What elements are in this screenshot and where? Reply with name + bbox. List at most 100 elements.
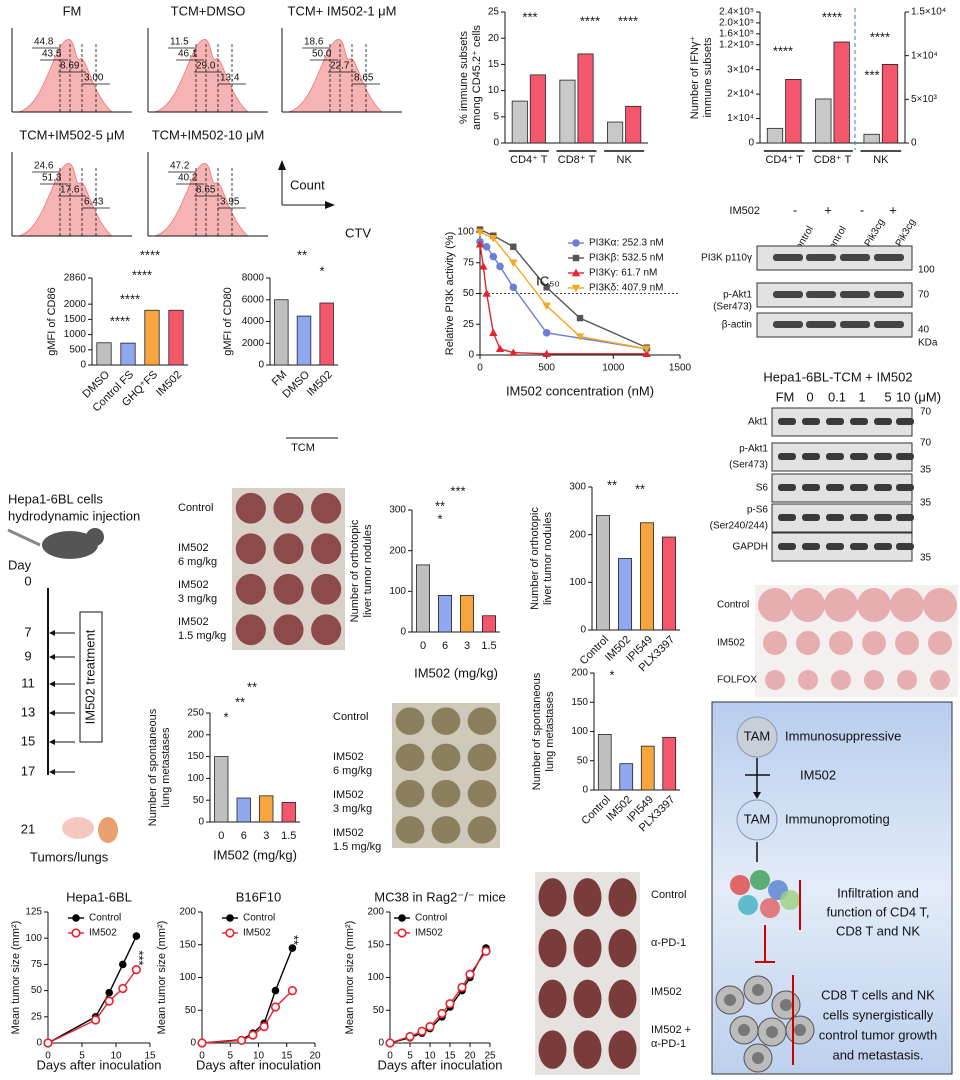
timeline-title: Hepa1-6BL cells [8,491,103,506]
significance: **** [580,13,600,28]
specimen [431,743,461,772]
specimen [573,928,602,968]
point [510,243,517,250]
x-tick-label: 0 [45,1051,51,1062]
band [826,514,844,521]
legend-label: Control [89,913,121,924]
y-tick-label: 25 [31,1011,43,1022]
point [105,988,113,997]
gate-value: 47.2 [170,161,190,172]
band [850,543,868,550]
y-axis-label: gMFI of CD86 [46,287,58,355]
significance: ** [297,247,307,262]
specimen [890,588,924,622]
nucleus [752,1052,764,1064]
y-tick-label: 1000 [64,329,87,340]
legend-marker [398,914,406,922]
x-tick-label: 0 [387,1051,393,1062]
x-tick-label: 0 [199,1051,205,1062]
x-tick-label: CD4⁺ T [510,154,548,166]
photo-label: IM502 [178,579,209,591]
point [405,1031,415,1042]
y-tick-label: 2860 [64,273,87,284]
blot-header: - [860,202,864,217]
point [236,1035,247,1045]
x-tick-label: 0 [420,640,426,652]
y-tick-label: 150 [571,697,588,708]
band [778,543,796,550]
bar [459,595,474,633]
x-axis-label: Days after inoculation [36,1057,161,1072]
drug-label: IM502 [800,767,836,782]
x-tick-label: NK [873,154,889,166]
y-tick-label: 300 [389,505,406,516]
arrowhead [49,739,55,745]
point [489,252,498,261]
point [271,986,280,995]
bar [559,79,576,144]
specimen [431,816,461,844]
mouse-icon [42,531,98,559]
axis-label: CTV [345,225,371,240]
immune-cell [738,895,758,915]
bar [815,98,832,144]
point [287,985,298,996]
y-axis-label: liver tumor nodules [542,512,554,605]
bar [511,100,528,144]
bar [415,564,430,633]
blot-row-label: β-actin [722,320,752,331]
y-axis-label: Relative PI3K activity (%) [444,232,456,355]
arrowhead [49,769,55,775]
specimen [758,588,792,622]
gate-value: 13.4 [220,73,240,84]
specimen [467,779,497,808]
photo-label: Control [651,889,686,901]
y2-tick-label: 1×10⁴ [911,50,938,61]
y-tick-label: 1500 [64,314,87,325]
y-tick-label: 1.2×10⁵ [719,39,754,50]
axis-label: Count [290,177,325,192]
legend-marker [225,928,235,938]
nucleus [780,999,792,1011]
x-axis-label: IM502 (mg/kg) [414,665,498,680]
y-tick-label: 150 [367,939,384,950]
gate-value: 3.95 [220,197,240,208]
band [806,254,836,261]
y-tick-label: 200 [571,668,588,679]
specimen [923,588,957,622]
point [479,262,488,270]
y-tick-label: 200 [389,545,406,556]
band [896,484,914,491]
x-tick-label: CD8⁺ T [814,154,852,166]
y-tick-label: 200 [187,729,204,740]
point [457,982,467,992]
bar [619,763,634,791]
x-tick-label: 10 [424,1051,436,1062]
point [495,344,505,353]
x-tick-label: 1.5 [481,640,496,652]
point [482,289,491,297]
organ-icon [62,817,94,839]
band [840,254,870,261]
band [778,418,796,425]
y2-tick-label: 0 [911,138,917,149]
bar [662,736,677,791]
day: 11 [21,675,35,690]
legend-marker [571,284,581,293]
significance: **** [110,313,130,328]
significance: ** [287,935,302,945]
day: 9 [24,648,31,663]
specimen [273,573,304,605]
photo-label: 3 mg/kg [333,803,372,815]
specimen [273,492,304,524]
specimen [573,878,602,917]
specimen [608,979,637,1019]
flow-title: TCM+IM502-5 μM [19,127,124,142]
blot-row-label: S6 [756,483,769,494]
point [270,1002,281,1012]
significance: **** [132,267,152,282]
y-tick-label: 500 [69,344,86,355]
cell-state: Immunopromoting [785,811,890,826]
blot-header: + [889,202,897,217]
bar [214,756,229,823]
